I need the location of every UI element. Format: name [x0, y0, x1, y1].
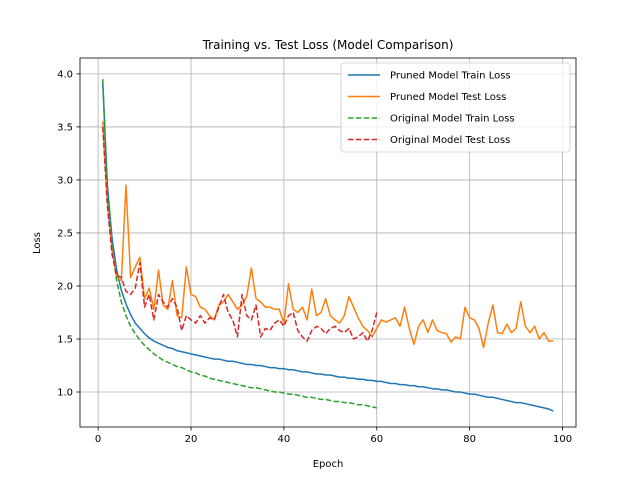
legend-label: Original Model Train Loss — [390, 114, 515, 125]
legend-label: Pruned Model Test Loss — [390, 92, 506, 103]
x-tick-label: 40 — [278, 434, 291, 445]
x-tick-label: 60 — [370, 434, 383, 445]
y-tick-label: 2.0 — [57, 281, 73, 292]
y-tick-label: 4.0 — [57, 69, 73, 80]
plot-frame — [79, 57, 577, 428]
grid — [80, 58, 576, 427]
x-axis-label: Epoch — [313, 459, 344, 470]
y-tick-label: 3.0 — [57, 175, 73, 186]
legend-label: Pruned Model Train Loss — [390, 71, 511, 82]
series-line-2 — [102, 79, 377, 409]
series-line-3 — [102, 126, 378, 342]
legend-box — [340, 62, 571, 153]
x-axis-ticks: 0 20 40 60 80 100 — [95, 427, 572, 445]
series-line-0 — [102, 82, 554, 412]
y-axis-label: Loss — [32, 232, 43, 254]
y-tick-label: 3.5 — [57, 122, 73, 133]
legend: Pruned Model Train Loss Pruned Model Test… — [340, 62, 571, 153]
series-line-1 — [102, 121, 554, 349]
x-tick-label: 80 — [463, 434, 476, 445]
y-tick-label: 2.5 — [57, 228, 73, 239]
plot-lines — [102, 79, 554, 412]
y-axis-ticks: 1.0 1.5 2.0 2.5 3.0 3.5 4.0 — [57, 69, 80, 399]
y-tick-label: 1.0 — [57, 388, 73, 399]
chart-title: Training vs. Test Loss (Model Comparison… — [202, 38, 454, 52]
y-tick-label: 1.5 — [57, 334, 73, 345]
x-tick-label: 100 — [553, 434, 572, 445]
x-tick-label: 0 — [95, 434, 101, 445]
x-tick-label: 20 — [185, 434, 198, 445]
legend-label: Original Model Test Loss — [390, 135, 510, 146]
